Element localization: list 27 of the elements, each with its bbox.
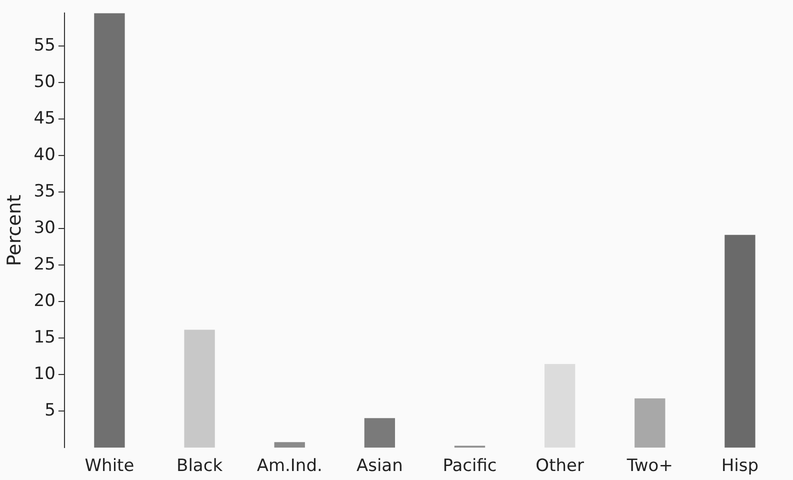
y-tick-label: 30 bbox=[34, 218, 56, 238]
x-tick-label: Asian bbox=[356, 456, 403, 476]
bar bbox=[94, 13, 125, 448]
y-tick-label: 5 bbox=[44, 400, 56, 421]
bar bbox=[184, 330, 215, 448]
bar bbox=[364, 418, 396, 448]
bar bbox=[634, 398, 666, 448]
x-tick-label: Hisp bbox=[721, 456, 759, 476]
y-axis-title: Percent bbox=[3, 194, 26, 266]
bar bbox=[724, 234, 756, 448]
y-tick-label: 20 bbox=[34, 291, 56, 312]
bar bbox=[274, 442, 305, 448]
x-tick-label: White bbox=[84, 456, 134, 476]
y-tick-label: 45 bbox=[34, 108, 56, 128]
x-tick-label: Other bbox=[536, 456, 584, 476]
y-tick-label: 25 bbox=[34, 254, 56, 274]
x-tick-label: Pacific bbox=[442, 456, 497, 476]
x-tick-label: Black bbox=[176, 456, 223, 476]
y-tick-label: 50 bbox=[34, 72, 56, 92]
x-tick-label: Two+ bbox=[626, 456, 673, 476]
y-tick-label: 15 bbox=[34, 328, 56, 348]
y-tick-label: 10 bbox=[34, 364, 56, 384]
y-tick-label: 55 bbox=[34, 35, 56, 56]
bar bbox=[544, 364, 576, 448]
y-tick-label: 40 bbox=[34, 144, 56, 165]
x-tick-label: Am.Ind. bbox=[256, 456, 322, 476]
y-tick-label: 35 bbox=[34, 181, 56, 202]
